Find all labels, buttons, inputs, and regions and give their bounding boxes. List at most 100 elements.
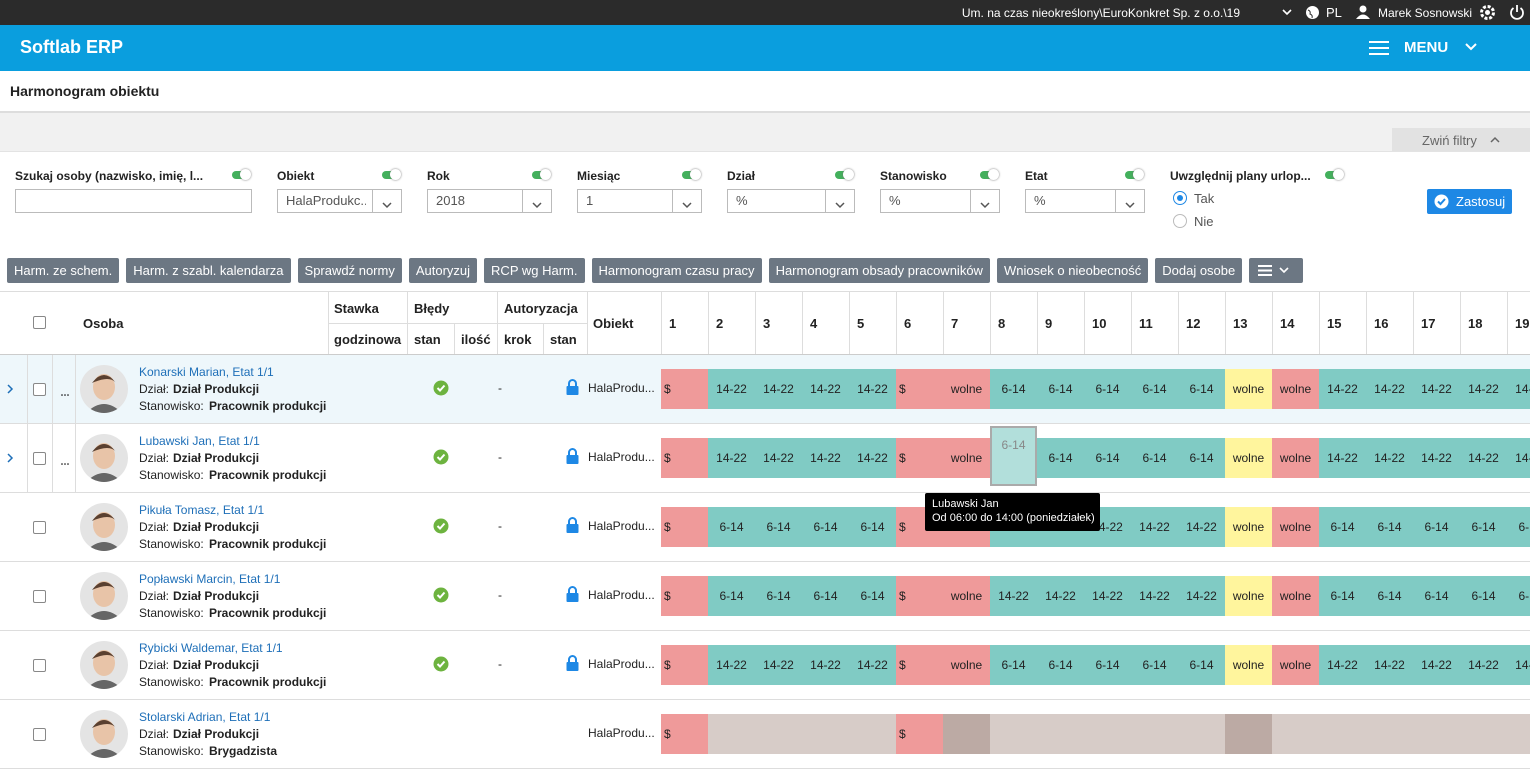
- filter-select[interactable]: 2018: [427, 189, 552, 213]
- filter-select[interactable]: 1: [577, 189, 702, 213]
- filter-toggle[interactable]: [980, 169, 999, 180]
- select-chevron[interactable]: [979, 196, 991, 209]
- filter-value[interactable]: 1: [586, 193, 594, 208]
- brand[interactable]: Softlab ERP: [20, 37, 124, 57]
- contract-dropdown[interactable]: [1281, 7, 1293, 17]
- schedule-cell[interactable]: 14-22: [1084, 576, 1131, 616]
- person-name[interactable]: Rybicki Waldemar, Etat 1/1: [139, 641, 283, 655]
- schedule-cell[interactable]: 6-14: [1037, 645, 1084, 685]
- filter-value[interactable]: %: [889, 193, 901, 208]
- schedule-cell[interactable]: [1037, 714, 1084, 754]
- schedule-cell[interactable]: 6-14: [1413, 507, 1460, 547]
- row-checkbox[interactable]: [33, 521, 46, 534]
- schedule-cell[interactable]: wolne: [1272, 576, 1319, 616]
- filter-toggle[interactable]: [835, 169, 854, 180]
- schedule-cell[interactable]: 6-14: [849, 576, 896, 616]
- schedule-cell[interactable]: 6-14: [1037, 369, 1084, 409]
- schedule-cell[interactable]: 6-14: [802, 576, 849, 616]
- schedule-cell[interactable]: $: [661, 714, 708, 754]
- schedule-cell[interactable]: 14-22: [1460, 369, 1507, 409]
- person-name[interactable]: Konarski Marian, Etat 1/1: [139, 365, 274, 379]
- schedule-cell[interactable]: [755, 714, 802, 754]
- schedule-cell[interactable]: 14-22: [708, 369, 755, 409]
- logout-icon[interactable]: [1509, 4, 1525, 20]
- schedule-cell[interactable]: 14-22: [1178, 576, 1225, 616]
- settings-icon[interactable]: [1479, 4, 1496, 21]
- schedule-cell[interactable]: wolne: [943, 645, 990, 685]
- schedule-cell[interactable]: 14-22: [708, 438, 755, 478]
- collapse-label[interactable]: Zwiń filtry: [1422, 133, 1477, 148]
- select-chevron[interactable]: [531, 196, 543, 209]
- apply-button[interactable]: Zastosuj: [1427, 189, 1512, 214]
- toolbar-button[interactable]: Harmonogram obsady pracowników: [768, 258, 990, 283]
- filter-value[interactable]: %: [736, 193, 748, 208]
- schedule-cell[interactable]: 14-22: [802, 645, 849, 685]
- schedule-cell[interactable]: wolne: [1225, 369, 1272, 409]
- schedule-cell[interactable]: [990, 714, 1037, 754]
- schedule-cell[interactable]: wolne: [1225, 438, 1272, 478]
- schedule-cell[interactable]: [708, 714, 755, 754]
- schedule-cell[interactable]: wolne: [1272, 507, 1319, 547]
- schedule-cell[interactable]: [1366, 714, 1413, 754]
- language[interactable]: PL: [1326, 5, 1342, 20]
- schedule-cell[interactable]: 6-14: [1460, 576, 1507, 616]
- schedule-cell[interactable]: 14-22: [755, 645, 802, 685]
- filter-toggle[interactable]: [682, 169, 701, 180]
- expand-icon[interactable]: [6, 452, 14, 464]
- toolbar-button[interactable]: Wniosek o nieobecność: [996, 258, 1149, 283]
- schedule-cell[interactable]: $: [661, 369, 708, 409]
- filter-select[interactable]: HalaProdukc...: [277, 189, 402, 213]
- schedule-cell[interactable]: 6-14: [1366, 507, 1413, 547]
- schedule-cell[interactable]: 14-22: [1507, 438, 1530, 478]
- schedule-cell[interactable]: 6-14: [708, 576, 755, 616]
- row-checkbox[interactable]: [33, 659, 46, 672]
- person-name[interactable]: Lubawski Jan, Etat 1/1: [139, 434, 260, 448]
- schedule-cell[interactable]: 6-14: [1084, 369, 1131, 409]
- filter-select[interactable]: %: [727, 189, 855, 213]
- schedule-cell[interactable]: [1131, 714, 1178, 754]
- schedule-cell[interactable]: [1225, 714, 1272, 754]
- schedule-cell[interactable]: 6-14: [755, 576, 802, 616]
- row-checkbox[interactable]: [33, 728, 46, 741]
- schedule-cell[interactable]: 6-14: [1460, 507, 1507, 547]
- schedule-cell[interactable]: 14-22: [1460, 438, 1507, 478]
- schedule-cell[interactable]: 6-14: [1319, 507, 1366, 547]
- toolbar-button[interactable]: RCP wg Harm.: [484, 258, 585, 283]
- radio[interactable]: [1173, 214, 1187, 228]
- toolbar-button[interactable]: Harm. ze schem.: [7, 258, 120, 283]
- schedule-cell[interactable]: wolne: [1225, 576, 1272, 616]
- schedule-cell[interactable]: 14-22: [1507, 645, 1530, 685]
- schedule-cell[interactable]: 6-14: [1084, 438, 1131, 478]
- schedule-cell[interactable]: 6-14: [990, 426, 1037, 486]
- schedule-cell[interactable]: 6-14: [1366, 576, 1413, 616]
- schedule-cell[interactable]: $: [896, 369, 943, 409]
- schedule-cell[interactable]: wolne: [943, 369, 990, 409]
- schedule-cell[interactable]: [1413, 714, 1460, 754]
- schedule-cell[interactable]: 14-22: [1319, 645, 1366, 685]
- schedule-cell[interactable]: [802, 714, 849, 754]
- schedule-cell[interactable]: 6-14: [1413, 576, 1460, 616]
- schedule-cell[interactable]: 14-22: [1366, 645, 1413, 685]
- person-name[interactable]: Pikuła Tomasz, Etat 1/1: [139, 503, 265, 517]
- toolbar-button[interactable]: Dodaj osobe: [1155, 258, 1243, 283]
- toolbar-button[interactable]: Sprawdź normy: [297, 258, 402, 283]
- schedule-cell[interactable]: $: [661, 576, 708, 616]
- filter-toggle[interactable]: [232, 169, 251, 180]
- schedule-cell[interactable]: $: [661, 507, 708, 547]
- schedule-cell[interactable]: [1460, 714, 1507, 754]
- expand-icon[interactable]: [6, 383, 14, 395]
- schedule-cell[interactable]: [1507, 714, 1530, 754]
- filter-select[interactable]: %: [880, 189, 1000, 213]
- schedule-cell[interactable]: [943, 714, 990, 754]
- schedule-cell[interactable]: [1084, 714, 1131, 754]
- toolbar-menu-button[interactable]: [1249, 258, 1304, 283]
- schedule-cell[interactable]: 6-14: [802, 507, 849, 547]
- toolbar-button[interactable]: Harm. z szabl. kalendarza: [126, 258, 291, 283]
- schedule-cell[interactable]: 14-22: [802, 438, 849, 478]
- schedule-cell[interactable]: 14-22: [708, 645, 755, 685]
- row-checkbox[interactable]: [33, 590, 46, 603]
- row-actions[interactable]: [61, 454, 69, 465]
- schedule-cell[interactable]: $: [896, 645, 943, 685]
- schedule-cell[interactable]: wolne: [1272, 645, 1319, 685]
- schedule-cell[interactable]: 6-14: [1131, 369, 1178, 409]
